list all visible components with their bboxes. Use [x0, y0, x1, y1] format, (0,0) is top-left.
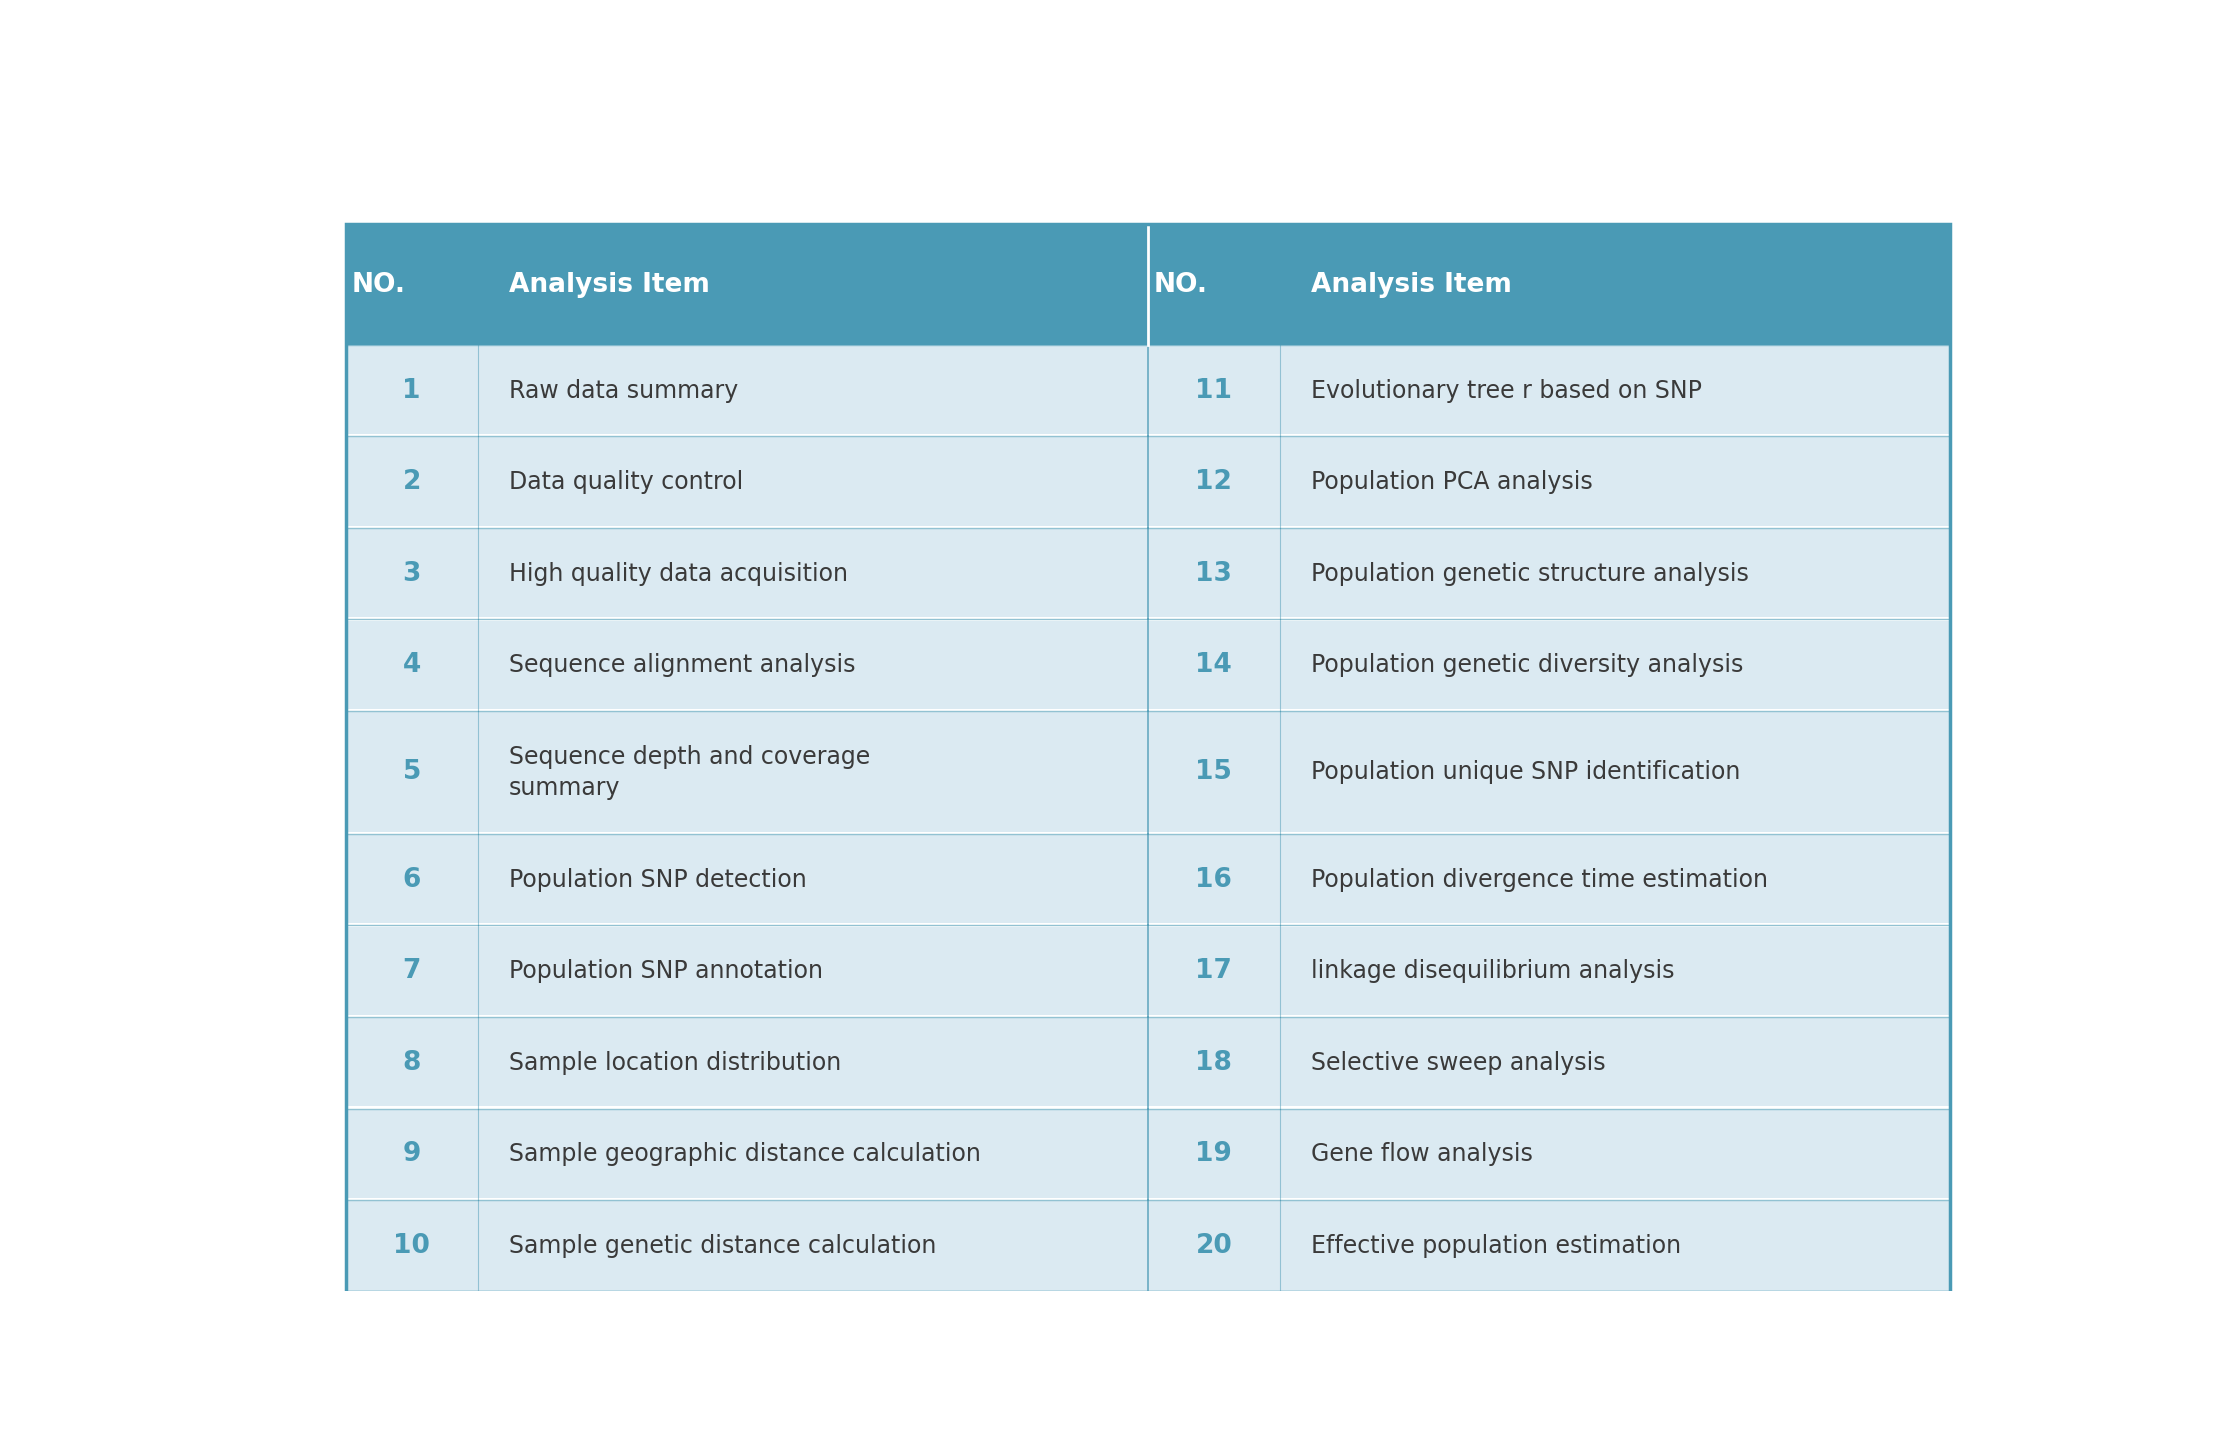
Text: 20: 20 [1196, 1232, 1232, 1259]
Text: Sample geographic distance calculation: Sample geographic distance calculation [508, 1143, 981, 1166]
Text: Raw data summary: Raw data summary [508, 378, 737, 403]
Bar [345, 832, 1951, 835]
Text: 14: 14 [1196, 652, 1232, 679]
Bar [345, 619, 1951, 710]
Text: Population PCA analysis: Population PCA analysis [1310, 470, 1593, 494]
Bar [345, 1108, 1951, 1201]
Text: Sequence depth and coverage
summary: Sequence depth and coverage summary [508, 745, 869, 800]
Bar [345, 618, 1951, 621]
Text: Selective sweep analysis: Selective sweep analysis [1310, 1051, 1606, 1074]
Text: 15: 15 [1196, 760, 1232, 786]
Text: Gene flow analysis: Gene flow analysis [1310, 1143, 1532, 1166]
Text: 19: 19 [1196, 1141, 1232, 1167]
Text: Evolutionary tree r based on SNP: Evolutionary tree r based on SNP [1310, 378, 1702, 403]
Bar [345, 1106, 1951, 1109]
Bar [345, 710, 1951, 834]
Text: Analysis Item: Analysis Item [1310, 271, 1512, 297]
Text: 4: 4 [403, 652, 421, 679]
Text: 6: 6 [403, 867, 421, 893]
Text: NO.: NO. [1154, 271, 1207, 297]
Text: 13: 13 [1196, 561, 1232, 587]
Bar [345, 436, 1951, 528]
Text: Data quality control: Data quality control [508, 470, 744, 494]
Text: 7: 7 [403, 958, 421, 985]
Text: 17: 17 [1196, 958, 1232, 985]
Text: 16: 16 [1196, 867, 1232, 893]
Bar [345, 526, 1951, 529]
Text: Sample genetic distance calculation: Sample genetic distance calculation [508, 1234, 936, 1257]
Text: Population SNP annotation: Population SNP annotation [508, 960, 822, 983]
Text: NO.: NO. [352, 271, 405, 297]
Bar [345, 834, 1951, 925]
Bar [345, 924, 1951, 927]
Bar [345, 434, 1951, 438]
Bar [345, 709, 1951, 712]
Text: 3: 3 [403, 561, 421, 587]
Text: Population SNP detection: Population SNP detection [508, 867, 806, 892]
Text: Analysis Item: Analysis Item [508, 271, 710, 297]
Bar [345, 1201, 1951, 1292]
Text: 10: 10 [394, 1232, 430, 1259]
Bar [345, 225, 1951, 345]
Text: Population genetic diversity analysis: Population genetic diversity analysis [1310, 654, 1743, 677]
Text: 5: 5 [403, 760, 421, 786]
Text: 11: 11 [1196, 377, 1232, 403]
Text: Population divergence time estimation: Population divergence time estimation [1310, 867, 1767, 892]
Text: Sample location distribution: Sample location distribution [508, 1051, 840, 1074]
Text: 18: 18 [1196, 1050, 1232, 1076]
Text: 2: 2 [403, 470, 421, 494]
Bar [345, 1016, 1951, 1108]
Text: 1: 1 [403, 377, 421, 403]
Bar [345, 1198, 1951, 1201]
Bar [345, 925, 1951, 1016]
Text: Population genetic structure analysis: Population genetic structure analysis [1310, 561, 1749, 586]
Text: 9: 9 [403, 1141, 421, 1167]
Bar [345, 528, 1951, 619]
Text: Sequence alignment analysis: Sequence alignment analysis [508, 654, 856, 677]
Text: 12: 12 [1196, 470, 1232, 494]
Text: linkage disequilibrium analysis: linkage disequilibrium analysis [1310, 960, 1673, 983]
Bar [345, 1015, 1951, 1018]
Text: Effective population estimation: Effective population estimation [1310, 1234, 1680, 1257]
Text: Population unique SNP identification: Population unique SNP identification [1310, 760, 1740, 784]
Bar [345, 345, 1951, 436]
Text: High quality data acquisition: High quality data acquisition [508, 561, 847, 586]
Text: 8: 8 [403, 1050, 421, 1076]
